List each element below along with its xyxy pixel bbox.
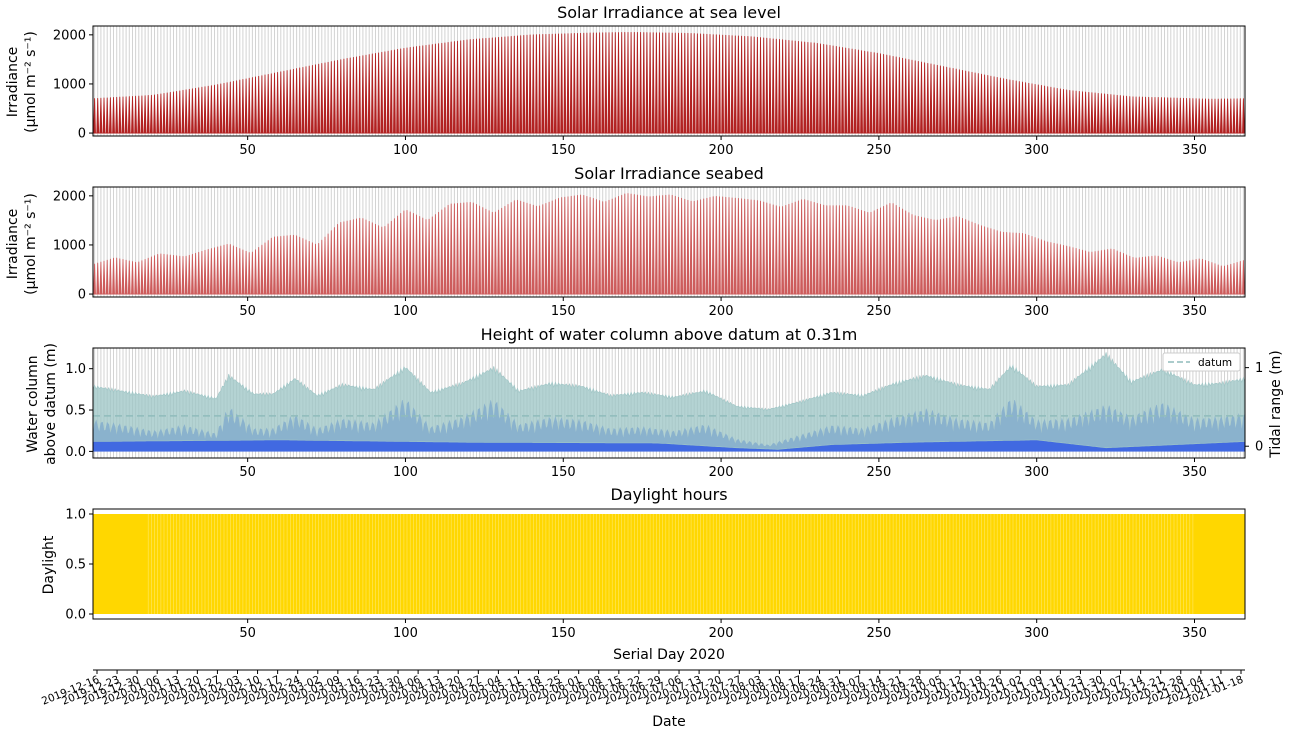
x-tick-label: 250 [866, 304, 891, 319]
x-tick-label: 100 [393, 465, 418, 480]
x-tick-label: 250 [866, 626, 891, 641]
x-tick-label: 200 [709, 465, 734, 480]
panel-daylight: Daylight hours Daylight Serial Day 2020 … [41, 485, 1246, 663]
y-axis-label-seabed-line2: (μmol m⁻² s⁻¹) [23, 193, 39, 295]
y-tick-label: 0.5 [65, 558, 86, 573]
x-tick-label: 250 [866, 465, 891, 480]
x-tick-label: 100 [393, 626, 418, 641]
panel-surface-irradiance: Solar Irradiance at sea level Irradiance… [5, 3, 1246, 158]
surface-irradiance-series [93, 31, 1245, 134]
x-tick-label: 200 [709, 304, 734, 319]
y2-tick-label: 1 [1255, 361, 1263, 376]
plot-daylight: 50 100 150 200 250 300 350 0.0 0.5 1.0 [65, 508, 1246, 641]
x-axis-label-serial-day: Serial Day 2020 [613, 647, 725, 663]
chart-title-seabed: Solar Irradiance seabed [574, 164, 764, 183]
y-axis-label-daylight: Daylight [41, 535, 57, 594]
x-tick-label: 100 [393, 304, 418, 319]
y-tick-label: 2000 [53, 189, 86, 204]
x-tick-label: 150 [551, 143, 576, 158]
x-tick-label: 300 [1024, 304, 1049, 319]
x-tick-label: 100 [393, 143, 418, 158]
panel-seabed-irradiance: Solar Irradiance seabed Irradiance (μmol… [5, 164, 1246, 319]
x-tick-label: 50 [239, 465, 256, 480]
chart-title-daylight: Daylight hours [610, 485, 727, 504]
x-tick-label: 350 [1182, 626, 1207, 641]
date-axis: 2019-12-162019-12-232019-12-302020-01-06… [40, 669, 1245, 730]
plot-frame [92, 186, 1246, 298]
plot-water-column: 50 100 150 200 250 300 350 0.0 0.5 1.0 0 1 datum [65, 347, 1263, 480]
plot-frame [92, 508, 1246, 620]
x-tick-label: 300 [1024, 143, 1049, 158]
y-tick-label: 0 [78, 127, 86, 142]
y-axis-label-water-line2: above datum (m) [43, 343, 59, 465]
y-axis-label-seabed-line1: Irradiance [5, 209, 21, 280]
y-tick-label: 1.0 [65, 508, 86, 523]
x-tick-label: 150 [551, 626, 576, 641]
x-axis-label-date: Date [652, 714, 685, 730]
y-tick-label: 2000 [53, 28, 86, 43]
legend-label: datum [1198, 357, 1232, 369]
x-tick-label: 200 [709, 143, 734, 158]
y-tick-label: 1.0 [65, 362, 86, 377]
x-tick-label: 50 [239, 626, 256, 641]
plot-frame [92, 25, 1246, 137]
plot-seabed-irradiance: 50 100 150 200 250 300 350 0 1000 2000 [53, 186, 1246, 319]
x-tick-label: 150 [551, 465, 576, 480]
panel-water-column: Height of water column above datum at 0.… [25, 325, 1284, 480]
x-tick-label: 200 [709, 626, 734, 641]
plot-surface-irradiance: 50 100 150 200 250 300 350 0 1000 2000 [53, 25, 1246, 158]
y-tick-label: 1000 [53, 77, 86, 92]
chart-title-water-column: Height of water column above datum at 0.… [481, 325, 858, 344]
x-tick-label: 250 [866, 143, 891, 158]
x-tick-label: 150 [551, 304, 576, 319]
x-tick-label: 50 [239, 143, 256, 158]
y-tick-label: 0 [78, 288, 86, 303]
seabed-irradiance-series [93, 193, 1245, 295]
chart-title-surface: Solar Irradiance at sea level [557, 3, 781, 22]
y-tick-label: 0.0 [65, 608, 86, 623]
legend: datum [1162, 352, 1241, 372]
x-tick-label: 300 [1024, 626, 1049, 641]
x-tick-label: 300 [1024, 465, 1049, 480]
night-gridlines [147, 514, 1194, 614]
y-tick-label: 0.0 [65, 445, 86, 460]
date-axis-ticks: 2019-12-162019-12-232019-12-302020-01-06… [40, 669, 1245, 708]
y-axis-label-surface-line2: (μmol m⁻² s⁻¹) [23, 31, 39, 133]
plot-frame [92, 347, 1246, 459]
y-axis-label-surface-line1: Irradiance [5, 47, 21, 118]
x-tick-label: 50 [239, 304, 256, 319]
y-tick-label: 1000 [53, 238, 86, 253]
x-tick-label: 350 [1182, 304, 1207, 319]
y-axis-label-water-line1: Water column [25, 355, 41, 452]
y2-axis-label-tidal-range: Tidal range (m) [1268, 350, 1284, 459]
legend-box [1162, 352, 1241, 372]
y-tick-label: 0.5 [65, 404, 86, 419]
x-tick-label: 350 [1182, 143, 1207, 158]
x-tick-label: 350 [1182, 465, 1207, 480]
y2-tick-label: 0 [1255, 440, 1263, 455]
